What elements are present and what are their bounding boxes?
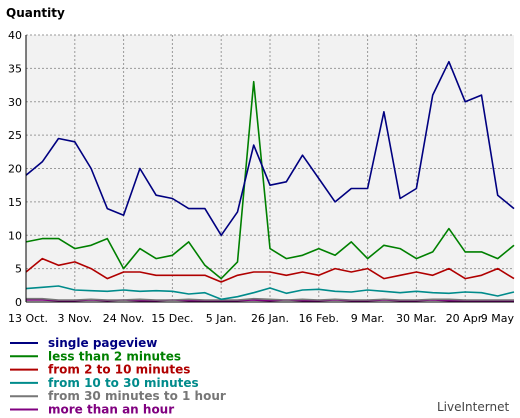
grid: [26, 34, 514, 302]
y-tick-label: 10: [8, 229, 22, 242]
x-tick-label: 9 May: [481, 312, 515, 325]
x-axis-ticks: 13 Oct. 3 Nov. 24 Nov. 15 Dec. 5 Jan. 26 Jan.…: [8, 312, 514, 325]
x-tick-label: 9 Mar.: [351, 312, 385, 325]
y-tick-label: 5: [15, 263, 22, 276]
x-tick-label: 5 Jan.: [206, 312, 237, 325]
y-tick-label: 35: [8, 62, 22, 75]
y-axis-title: Quantity: [6, 6, 65, 20]
legend-label: from 30 minutes to 1 hour: [48, 389, 226, 403]
x-tick-label: 13 Oct.: [8, 312, 48, 325]
axes: [25, 35, 514, 303]
legend-label: from 10 to 30 minutes: [48, 376, 199, 390]
brand-label: LiveInternet: [437, 400, 509, 414]
legend-label: single pageview: [48, 336, 157, 350]
x-tick-label: 30 Mar.: [396, 312, 437, 325]
legend-label: more than an hour: [48, 403, 174, 417]
x-tick-label: 24 Nov.: [103, 312, 145, 325]
y-tick-label: 25: [8, 129, 22, 142]
legend-label: from 2 to 10 minutes: [48, 363, 190, 377]
x-tick-label: 15 Dec.: [151, 312, 193, 325]
y-tick-label: 0: [15, 296, 22, 309]
y-tick-label: 15: [8, 196, 22, 209]
legend-label: less than 2 minutes: [48, 349, 181, 363]
y-tick-label: 20: [8, 163, 22, 176]
series-lines: [25, 60, 515, 302]
series-line-4: [26, 297, 514, 301]
x-tick-label: 26 Jan.: [251, 312, 289, 325]
x-tick-label: 3 Nov.: [57, 312, 92, 325]
y-tick-label: 40: [8, 29, 22, 42]
y-tick-label: 30: [8, 96, 22, 109]
x-tick-label: 16 Feb.: [299, 312, 339, 325]
x-tick-label: 20 Apr.: [446, 312, 485, 325]
y-axis-ticks: 0 5 10 15 20 25 30 35 40: [8, 29, 22, 309]
